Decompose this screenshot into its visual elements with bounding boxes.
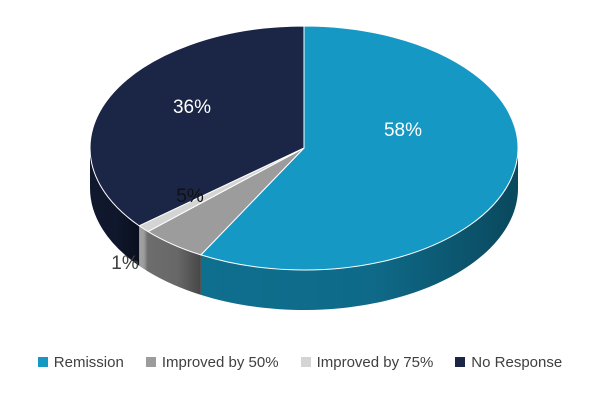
pie-chart: 58% 5% 1% 36% [89, 25, 519, 310]
legend: Remission Improved by 50% Improved by 75… [0, 350, 600, 374]
legend-item-remission: Remission [37, 353, 124, 371]
legend-item-no-response: No Response [455, 354, 562, 371]
legend-item-improved-75: Improved by 75% [300, 353, 434, 371]
data-label-improved-50: 5% [176, 186, 204, 207]
data-label-remission: 58% [384, 120, 422, 141]
legend-swatch-improved-50 [145, 357, 156, 367]
legend-label-improved-75: Improved by 75% [316, 353, 434, 371]
legend-item-improved-50: Improved by 50% [145, 353, 279, 371]
data-label-no-response: 36% [173, 97, 211, 118]
legend-swatch-no-response [455, 357, 466, 367]
legend-label-remission: Remission [53, 353, 124, 371]
pie-tops [89, 25, 519, 271]
legend-swatch-improved-75 [300, 357, 311, 367]
data-label-improved-75: 1% [111, 253, 139, 274]
pie-side-shade-improved-50 [148, 231, 201, 295]
legend-label-improved-50: Improved by 50% [161, 353, 279, 371]
pie-slice-remission [200, 25, 519, 271]
pie-data-labels: 58% 5% 1% 36% [111, 97, 422, 274]
pie-slice-no-response [89, 25, 305, 227]
legend-swatch-remission [37, 357, 48, 367]
pie-side-shade-no-response [90, 148, 140, 266]
legend-label-no-response: No Response [471, 353, 563, 371]
pie-side-shade-improved-75 [139, 225, 149, 272]
